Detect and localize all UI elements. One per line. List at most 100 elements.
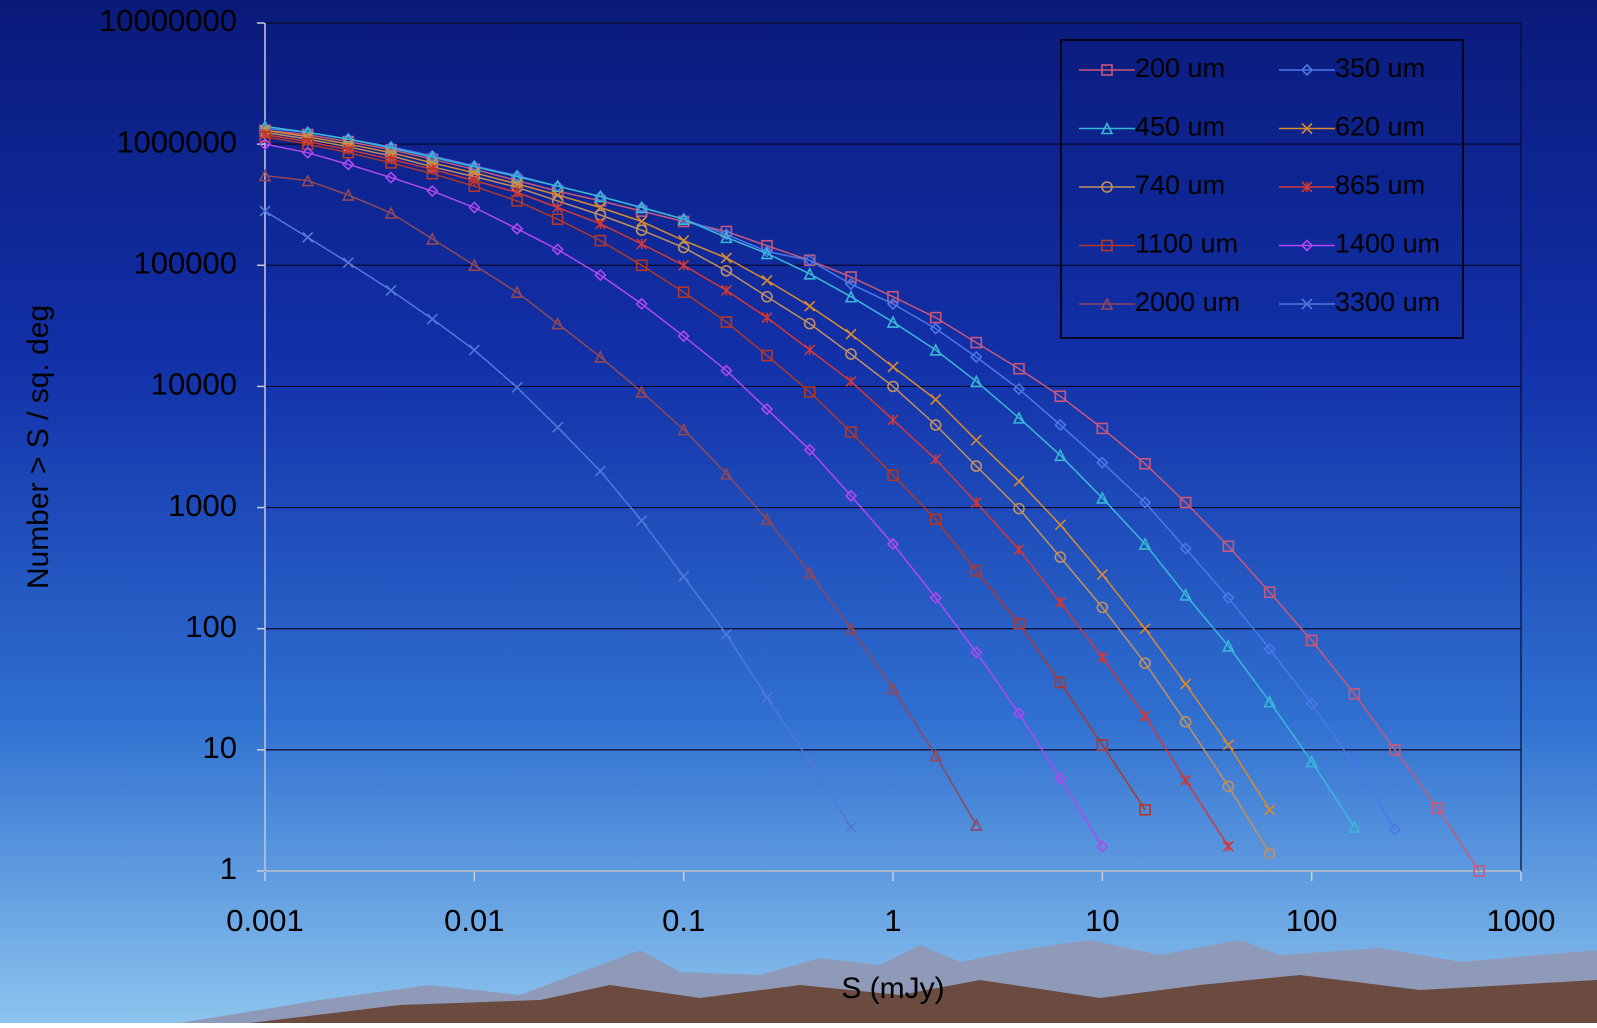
marker bbox=[1054, 390, 1067, 403]
marker bbox=[342, 257, 354, 269]
marker bbox=[426, 149, 439, 163]
marker bbox=[886, 681, 900, 695]
y-axis-label: Number > S / sq. deg bbox=[22, 305, 55, 589]
marker bbox=[1301, 181, 1313, 193]
y-tick-label: 1000 bbox=[168, 488, 237, 523]
marker bbox=[1179, 496, 1192, 509]
legend-label: 740 um bbox=[1135, 170, 1225, 200]
series-line bbox=[264, 129, 1480, 872]
marker bbox=[1301, 122, 1313, 135]
series-line bbox=[264, 125, 1356, 828]
marker bbox=[510, 169, 524, 182]
marker bbox=[510, 285, 524, 298]
marker bbox=[804, 300, 816, 312]
marker bbox=[594, 218, 606, 230]
marker bbox=[1096, 456, 1109, 469]
marker bbox=[886, 297, 900, 311]
marker bbox=[635, 224, 648, 236]
marker bbox=[511, 381, 523, 394]
marker bbox=[761, 312, 773, 324]
marker bbox=[845, 375, 857, 387]
y-tick-label: 10000000 bbox=[99, 3, 237, 38]
marker bbox=[1263, 694, 1276, 708]
marker bbox=[552, 189, 564, 201]
marker bbox=[1222, 591, 1235, 604]
marker bbox=[761, 692, 773, 704]
marker bbox=[468, 163, 481, 176]
x-tick-label: 0.1 bbox=[662, 903, 705, 938]
marker bbox=[720, 364, 733, 377]
marker bbox=[468, 344, 480, 356]
marker bbox=[1013, 362, 1025, 375]
marker bbox=[677, 422, 690, 436]
marker bbox=[1431, 802, 1444, 814]
marker bbox=[1263, 642, 1276, 656]
marker bbox=[594, 234, 607, 247]
marker bbox=[258, 168, 272, 182]
marker bbox=[384, 206, 398, 219]
marker bbox=[551, 243, 564, 256]
series-line bbox=[264, 143, 1103, 847]
marker bbox=[804, 344, 816, 356]
marker bbox=[510, 222, 524, 235]
marker bbox=[468, 258, 481, 272]
marker bbox=[761, 349, 773, 362]
marker bbox=[301, 138, 314, 150]
marker bbox=[1139, 804, 1151, 816]
marker bbox=[803, 443, 816, 456]
marker bbox=[426, 232, 439, 245]
marker bbox=[1222, 540, 1235, 552]
marker bbox=[636, 215, 648, 228]
marker bbox=[1101, 239, 1113, 252]
x-axis-label: S (mJy) bbox=[841, 972, 944, 1005]
y-tick-label: 100 bbox=[185, 609, 237, 644]
marker bbox=[1013, 502, 1025, 515]
marker bbox=[1222, 739, 1234, 751]
marker bbox=[1100, 297, 1114, 310]
marker bbox=[1348, 758, 1361, 772]
legend-label: 1400 um bbox=[1335, 229, 1440, 259]
marker bbox=[1222, 840, 1234, 852]
series-line bbox=[264, 133, 1230, 847]
marker bbox=[761, 274, 773, 286]
marker bbox=[844, 489, 858, 502]
marker bbox=[1388, 823, 1402, 836]
marker bbox=[720, 225, 733, 238]
marker bbox=[1101, 181, 1113, 193]
marker bbox=[1300, 239, 1314, 252]
legend-label: 1100 um bbox=[1135, 229, 1238, 259]
marker bbox=[720, 467, 733, 480]
marker bbox=[1139, 710, 1151, 722]
marker bbox=[636, 515, 648, 527]
marker bbox=[1263, 586, 1276, 599]
marker bbox=[1138, 496, 1152, 509]
marker bbox=[258, 138, 272, 151]
marker bbox=[677, 241, 690, 254]
marker bbox=[1179, 588, 1192, 601]
y-tick-label: 10 bbox=[203, 730, 237, 765]
marker bbox=[970, 646, 983, 659]
marker bbox=[1012, 411, 1026, 424]
marker bbox=[1180, 774, 1192, 786]
marker bbox=[384, 171, 398, 184]
marker bbox=[1300, 63, 1314, 77]
marker bbox=[845, 426, 857, 438]
marker bbox=[1012, 707, 1026, 720]
marker bbox=[844, 277, 858, 291]
marker bbox=[1096, 422, 1109, 435]
marker bbox=[1096, 601, 1109, 614]
marker bbox=[970, 434, 982, 446]
marker bbox=[930, 393, 942, 406]
marker bbox=[552, 421, 564, 433]
marker bbox=[929, 343, 943, 356]
marker bbox=[720, 628, 732, 640]
marker bbox=[1096, 491, 1109, 504]
marker bbox=[1096, 840, 1109, 853]
marker bbox=[845, 348, 857, 360]
y-tick-label: 1000000 bbox=[116, 124, 237, 159]
marker bbox=[720, 228, 733, 241]
marker bbox=[845, 821, 857, 833]
marker bbox=[803, 386, 816, 398]
marker bbox=[551, 179, 564, 192]
legend-label: 3300 um bbox=[1335, 287, 1440, 317]
